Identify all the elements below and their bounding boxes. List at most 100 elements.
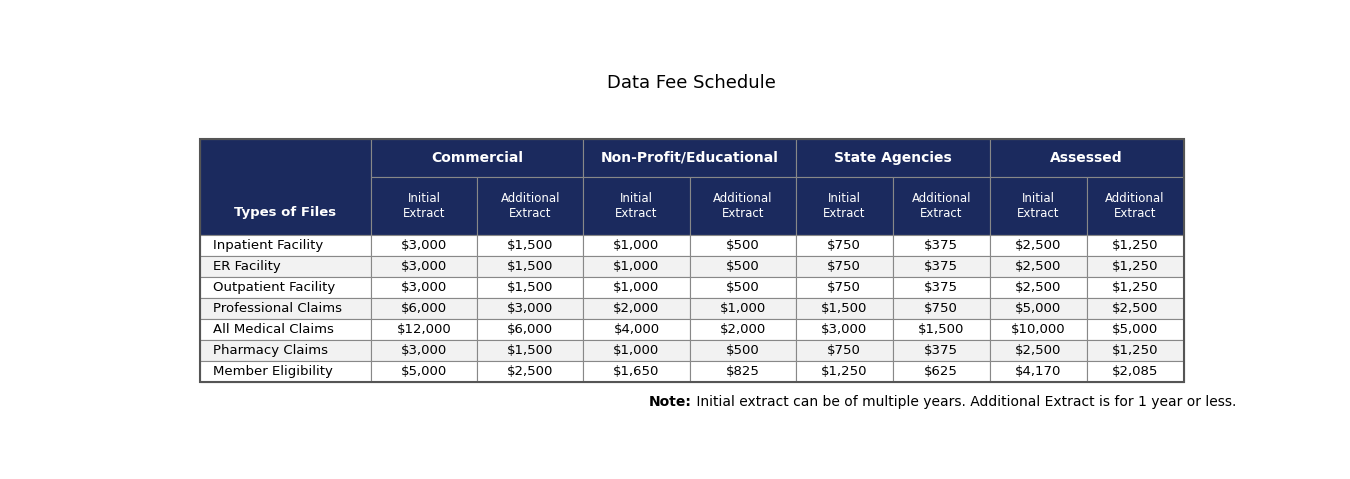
Text: $1,000: $1,000	[613, 239, 660, 251]
Bar	[892, 319, 990, 340]
Text: Inpatient Facility: Inpatient Facility	[213, 239, 323, 251]
Bar	[200, 319, 371, 340]
Bar	[690, 235, 795, 256]
Bar	[990, 319, 1087, 340]
Text: $4,000: $4,000	[613, 323, 660, 336]
Bar	[990, 277, 1087, 298]
Text: Initial
Extract: Initial Extract	[616, 192, 657, 220]
Text: $3,000: $3,000	[401, 239, 447, 251]
Text: $10,000: $10,000	[1011, 323, 1065, 336]
Text: Additional
Extract: Additional Extract	[1106, 192, 1165, 220]
Text: Non-Profit/Educational: Non-Profit/Educational	[601, 151, 779, 165]
Bar	[200, 138, 371, 235]
Bar	[990, 340, 1087, 361]
Bar	[690, 277, 795, 298]
Bar	[892, 256, 990, 277]
Bar	[990, 138, 1184, 177]
Text: $1,250: $1,250	[1112, 281, 1158, 294]
Bar	[1087, 256, 1184, 277]
Text: All Medical Claims: All Medical Claims	[213, 323, 333, 336]
Bar	[892, 340, 990, 361]
Text: $500: $500	[726, 281, 760, 294]
Text: $1,500: $1,500	[508, 344, 554, 357]
Bar	[583, 340, 690, 361]
Text: $1,250: $1,250	[1112, 344, 1158, 357]
Text: $750: $750	[828, 344, 861, 357]
Text: $3,000: $3,000	[401, 344, 447, 357]
Bar	[795, 298, 892, 319]
Bar	[795, 340, 892, 361]
Bar	[200, 277, 371, 298]
Bar	[583, 277, 690, 298]
Bar	[371, 319, 477, 340]
Bar	[795, 177, 892, 235]
Bar	[477, 177, 583, 235]
Text: $1,500: $1,500	[508, 281, 554, 294]
Bar	[690, 298, 795, 319]
Text: $2,000: $2,000	[613, 302, 660, 315]
Bar	[477, 235, 583, 256]
Text: $3,000: $3,000	[821, 323, 867, 336]
Text: $2,500: $2,500	[1015, 260, 1061, 273]
Text: $4,170: $4,170	[1015, 365, 1061, 378]
Bar	[477, 319, 583, 340]
Bar	[892, 361, 990, 382]
Text: $6,000: $6,000	[508, 323, 554, 336]
Bar	[371, 177, 477, 235]
Text: $1,000: $1,000	[613, 344, 660, 357]
Bar	[477, 340, 583, 361]
Text: $750: $750	[828, 281, 861, 294]
Bar	[1087, 177, 1184, 235]
Text: $2,085: $2,085	[1112, 365, 1158, 378]
Bar	[1087, 277, 1184, 298]
Text: State Agencies: State Agencies	[834, 151, 952, 165]
Text: $2,500: $2,500	[508, 365, 554, 378]
Text: $5,000: $5,000	[1112, 323, 1158, 336]
Text: $3,000: $3,000	[401, 260, 447, 273]
Bar	[200, 256, 371, 277]
Text: $375: $375	[925, 281, 958, 294]
Bar	[990, 256, 1087, 277]
Text: $2,500: $2,500	[1015, 344, 1061, 357]
Bar	[690, 340, 795, 361]
Bar	[583, 319, 690, 340]
Text: $1,650: $1,650	[613, 365, 660, 378]
Text: Initial extract can be of multiple years. Additional Extract is for 1 year or le: Initial extract can be of multiple years…	[691, 395, 1237, 410]
Text: $12,000: $12,000	[397, 323, 451, 336]
Bar	[795, 235, 892, 256]
Bar	[690, 319, 795, 340]
Bar	[583, 361, 690, 382]
Text: Assessed: Assessed	[1050, 151, 1123, 165]
Text: $1,500: $1,500	[918, 323, 964, 336]
Bar	[1087, 340, 1184, 361]
Bar	[990, 177, 1087, 235]
Text: Initial
Extract: Initial Extract	[1017, 192, 1060, 220]
Text: $375: $375	[925, 344, 958, 357]
Text: Additional
Extract: Additional Extract	[911, 192, 971, 220]
Bar	[990, 298, 1087, 319]
Text: $375: $375	[925, 260, 958, 273]
Bar	[892, 177, 990, 235]
Bar	[477, 277, 583, 298]
Text: $750: $750	[828, 260, 861, 273]
Text: $6,000: $6,000	[401, 302, 447, 315]
Text: $1,250: $1,250	[1112, 239, 1158, 251]
Text: $500: $500	[726, 344, 760, 357]
Bar	[892, 298, 990, 319]
Text: $1,500: $1,500	[508, 260, 554, 273]
Text: $1,000: $1,000	[613, 281, 660, 294]
Text: $1,250: $1,250	[821, 365, 868, 378]
Bar	[371, 361, 477, 382]
Bar	[371, 235, 477, 256]
Text: Types of Files: Types of Files	[235, 206, 336, 219]
Bar	[1087, 361, 1184, 382]
Bar	[200, 361, 371, 382]
Bar	[371, 256, 477, 277]
Bar	[1087, 319, 1184, 340]
Text: $500: $500	[726, 239, 760, 251]
Bar	[583, 298, 690, 319]
Text: Additional
Extract: Additional Extract	[501, 192, 560, 220]
Text: $375: $375	[925, 239, 958, 251]
Text: Initial
Extract: Initial Extract	[402, 192, 446, 220]
Bar	[371, 298, 477, 319]
